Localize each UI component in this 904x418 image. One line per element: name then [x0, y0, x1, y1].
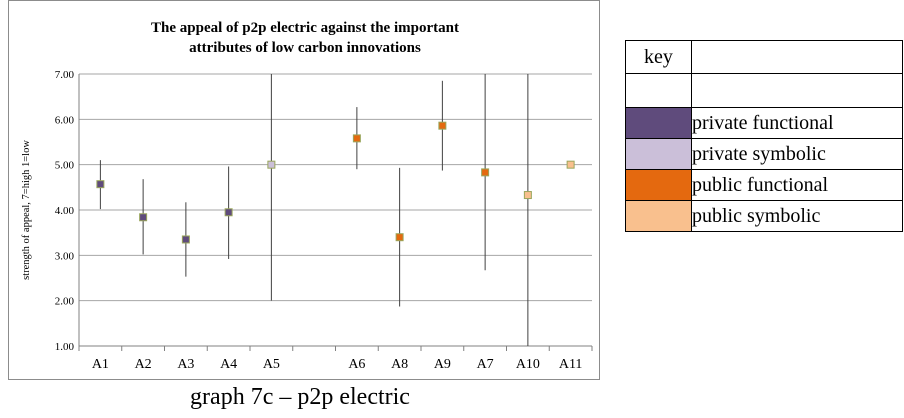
- key-header: key: [625, 40, 692, 74]
- data-point: [481, 168, 490, 177]
- key-swatch-public-functional: [625, 169, 692, 201]
- y-tick-label: 2.00: [55, 296, 75, 308]
- key-legend: key private functional private symbolic …: [625, 40, 903, 232]
- x-tick-label: A3: [177, 357, 194, 372]
- key-label-private-symbolic: private symbolic: [691, 138, 903, 170]
- x-tick-label: A2: [135, 357, 152, 372]
- key-row-public-symbolic: public symbolic: [625, 200, 903, 232]
- key-label-public-symbolic: public symbolic: [691, 200, 903, 232]
- x-tick-label: A6: [348, 357, 365, 372]
- key-row-private-functional: private functional: [625, 107, 903, 139]
- data-point: [267, 160, 276, 169]
- y-tick-label: 7.00: [55, 69, 75, 81]
- chart-title-line: attributes of low carbon innovations: [189, 40, 421, 56]
- x-tick-label: A11: [559, 357, 583, 372]
- x-tick-label: A7: [477, 357, 494, 372]
- key-swatch-private-functional: [625, 107, 692, 139]
- x-tick-label: A10: [516, 357, 540, 372]
- data-point: [224, 208, 233, 217]
- y-tick-label: 5.00: [55, 160, 75, 172]
- data-point: [181, 235, 190, 244]
- chart-title-line: The appeal of p2p electric against the i…: [151, 20, 459, 36]
- figure-caption: graph 7c – p2p electric: [190, 384, 410, 410]
- key-row-public-functional: public functional: [625, 169, 903, 201]
- key-label-private-functional: private functional: [691, 107, 903, 139]
- data-point: [352, 134, 361, 143]
- key-blank-label: [691, 73, 903, 108]
- x-tick-label: A8: [391, 357, 408, 372]
- data-point: [395, 233, 404, 242]
- key-swatch-public-symbolic: [625, 200, 692, 232]
- data-point: [139, 213, 148, 222]
- x-tick-label: A5: [263, 357, 280, 372]
- y-tick-label: 4.00: [55, 205, 75, 217]
- key-label-public-functional: public functional: [691, 169, 903, 201]
- x-tick-label: A9: [434, 357, 451, 372]
- data-point: [566, 160, 575, 169]
- y-tick-label: 6.00: [55, 114, 75, 126]
- key-header-blank: [691, 40, 903, 74]
- y-axis-label: strength of appeal, 7=high 1=low: [21, 140, 32, 280]
- key-blank-swatch: [625, 73, 692, 108]
- data-point: [438, 121, 447, 130]
- y-tick-label: 1.00: [55, 341, 75, 353]
- x-tick-label: A4: [220, 357, 237, 372]
- key-row-private-symbolic: private symbolic: [625, 138, 903, 170]
- y-tick-label: 3.00: [55, 250, 75, 262]
- chart-frame: The appeal of p2p electric against the i…: [8, 0, 600, 380]
- data-point: [96, 180, 105, 189]
- chart-svg: The appeal of p2p electric against the i…: [21, 20, 593, 372]
- key-swatch-private-symbolic: [625, 138, 692, 170]
- data-point: [523, 191, 532, 200]
- x-tick-label: A1: [92, 357, 109, 372]
